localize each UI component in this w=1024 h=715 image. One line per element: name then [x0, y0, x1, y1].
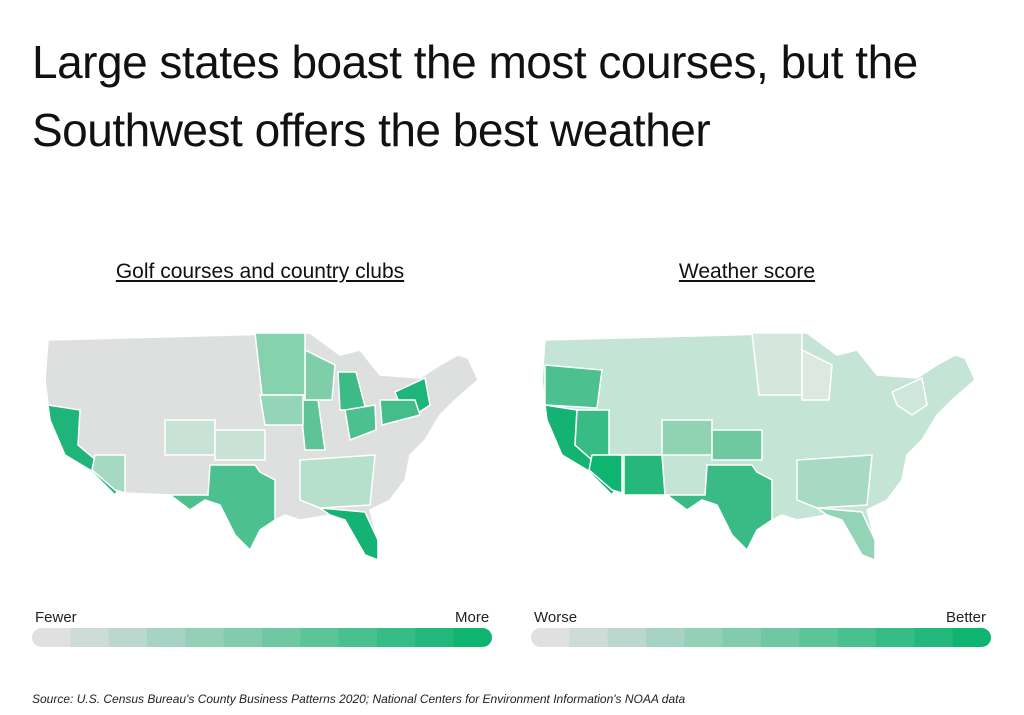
legend-low: Worse	[534, 609, 578, 626]
legend-segment	[761, 628, 800, 647]
legend-segment	[262, 628, 301, 647]
legend-segment	[837, 628, 877, 647]
legend-segment	[684, 628, 724, 647]
map-title: Weather score	[678, 260, 816, 283]
source: Source: U.S. Census Bureau's County Busi…	[32, 692, 686, 706]
legend-segment	[32, 628, 492, 647]
legend-segment	[607, 628, 647, 647]
legend-segment	[531, 628, 991, 647]
legend-high: Better	[946, 609, 987, 626]
legend-segment	[70, 628, 110, 647]
legend-high: More	[455, 609, 490, 626]
legend-segment	[531, 628, 570, 647]
legend-segment	[338, 628, 378, 647]
legend-segment	[415, 628, 455, 647]
legend-segment	[952, 628, 991, 647]
legend-segment	[300, 628, 340, 647]
legend-segment	[722, 628, 762, 647]
map	[541, 332, 976, 561]
map	[44, 332, 479, 561]
legend-segment	[876, 628, 915, 647]
legend-segment	[377, 628, 416, 647]
legend-segment	[569, 628, 609, 647]
legend-segment	[223, 628, 263, 647]
legend-segment	[453, 628, 492, 647]
legend-segment	[32, 628, 71, 647]
legend-low: Fewer	[35, 609, 77, 626]
legend-segment	[185, 628, 225, 647]
page-title: Large states boast the most courses, but…	[32, 36, 918, 156]
legend-segment	[914, 628, 954, 647]
legend-segment	[646, 628, 685, 647]
map-title: Golf courses and country clubs	[115, 260, 405, 283]
legend-bars	[32, 628, 991, 647]
legend-segment	[108, 628, 148, 647]
legend-segment	[147, 628, 186, 647]
legend-segment	[799, 628, 839, 647]
